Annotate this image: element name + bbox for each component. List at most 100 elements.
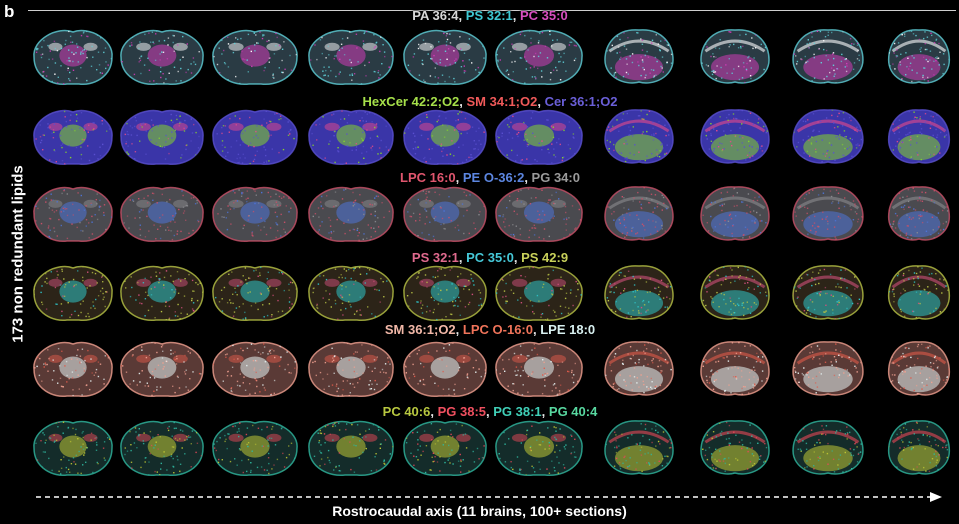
brain-section-image [700,186,770,241]
brain-section-image [604,341,674,396]
brain-section-image [887,420,951,475]
brain-section-image [120,265,204,321]
rostrocaudal-arrow [36,492,942,502]
brain-row [24,183,956,259]
lipid-label: PC 35:0 [520,8,568,23]
separator: , [458,8,466,23]
lipid-label: PS 32:1 [465,8,513,23]
brain-section-image [120,420,204,476]
brain-row [24,106,956,182]
lipid-label: SM 34:1;O2 [466,94,538,109]
brain-section-image [33,29,113,85]
row-title: PA 36:4, PS 32:1, PC 35:0 [24,8,956,23]
x-axis-label: Rostrocaudal axis (11 brains, 100+ secti… [332,503,627,519]
brain-section-image [33,109,113,165]
separator: , [512,8,520,23]
brain-section-image [120,29,204,85]
lipid-label: PC 35:0 [466,250,514,265]
separator: , [513,250,522,265]
brain-section-image [33,265,113,321]
brain-section-image [887,186,951,241]
brain-section-image [308,420,394,476]
brain-section-image [887,29,951,84]
brain-section-image [403,420,487,476]
row-title: SM 36:1;O2, LPC O-16:0, LPE 18:0 [24,322,956,337]
brain-row [24,417,956,493]
brain-section-image [212,29,298,85]
separator: , [486,404,494,419]
brain-section-image [120,109,204,165]
brain-section-image [403,29,487,85]
brain-section-image [495,109,583,165]
separator: , [458,250,467,265]
lipid-label: LPE 18:0 [540,322,596,337]
brain-section-image [308,265,394,321]
lipid-label: LPC 16:0 [400,170,456,185]
brain-section-image [887,109,951,164]
brain-section-image [212,186,298,242]
row-title: LPC 16:0, PE O-36:2, PG 34:0 [24,170,956,185]
brain-section-image [495,265,583,321]
separator: , [541,404,549,419]
lipid-label: HexCer 42:2;O2 [362,94,460,109]
lipid-label: PG 40:4 [548,404,598,419]
lipid-label: PS 42:9 [521,250,569,265]
row-title: PC 40:6, PG 38:5, PG 38:1, PG 40:4 [24,404,956,419]
separator: , [430,404,438,419]
lipid-label: PG 38:1 [493,404,542,419]
brain-section-image [308,186,394,242]
brain-section-image [495,29,583,85]
brain-section-image [308,341,394,397]
separator: , [532,322,541,337]
brain-section-image [403,186,487,242]
brain-section-image [33,420,113,476]
brain-section-image [495,186,583,242]
brain-row [24,26,956,102]
brain-section-image [308,109,394,165]
brain-section-image [700,109,770,164]
lipid-label: PA 36:4 [412,8,459,23]
brain-section-image [792,109,864,164]
brain-section-image [604,186,674,241]
lipid-label: PS 32:1 [411,250,459,265]
brain-section-image [700,265,770,320]
brain-section-image [887,341,951,396]
lipid-label: Cer 36:1;O2 [544,94,618,109]
separator: , [455,322,463,337]
brain-section-image [120,341,204,397]
brain-section-image [403,265,487,321]
brain-section-image [212,341,298,397]
brain-section-image [792,186,864,241]
row-title: HexCer 42:2;O2, SM 34:1;O2, Cer 36:1;O2 [24,94,956,109]
brain-section-image [604,420,674,475]
top-rule [28,10,956,11]
brain-section-image [887,265,951,320]
brain-section-image [33,186,113,242]
brain-section-image [604,109,674,164]
brain-section-image [792,265,864,320]
brain-section-image [212,109,298,165]
brain-section-image [403,109,487,165]
brain-section-image [700,29,770,84]
brain-section-image [604,265,674,320]
lipid-label: PG 38:5 [437,404,487,419]
brain-section-image [604,29,674,84]
brain-row [24,262,956,338]
lipid-label: LPC O-16:0 [462,322,533,337]
separator: , [455,170,463,185]
brain-section-grid: PA 36:4, PS 32:1, PC 35:0 HexCer 42:2;O2,… [24,8,956,488]
brain-row [24,338,956,414]
brain-section-image [495,420,583,476]
brain-section-image [792,341,864,396]
brain-section-image [212,420,298,476]
brain-section-image [792,29,864,84]
separator: , [537,94,545,109]
row-title: PS 32:1, PC 35:0, PS 42:9 [24,250,956,265]
lipid-label: PC 40:6 [382,404,431,419]
brain-section-image [700,420,770,475]
brain-section-image [308,29,394,85]
lipid-label: PG 34:0 [531,170,580,185]
brain-section-image [495,341,583,397]
brain-section-image [403,341,487,397]
lipid-label: PE O-36:2 [462,170,525,185]
